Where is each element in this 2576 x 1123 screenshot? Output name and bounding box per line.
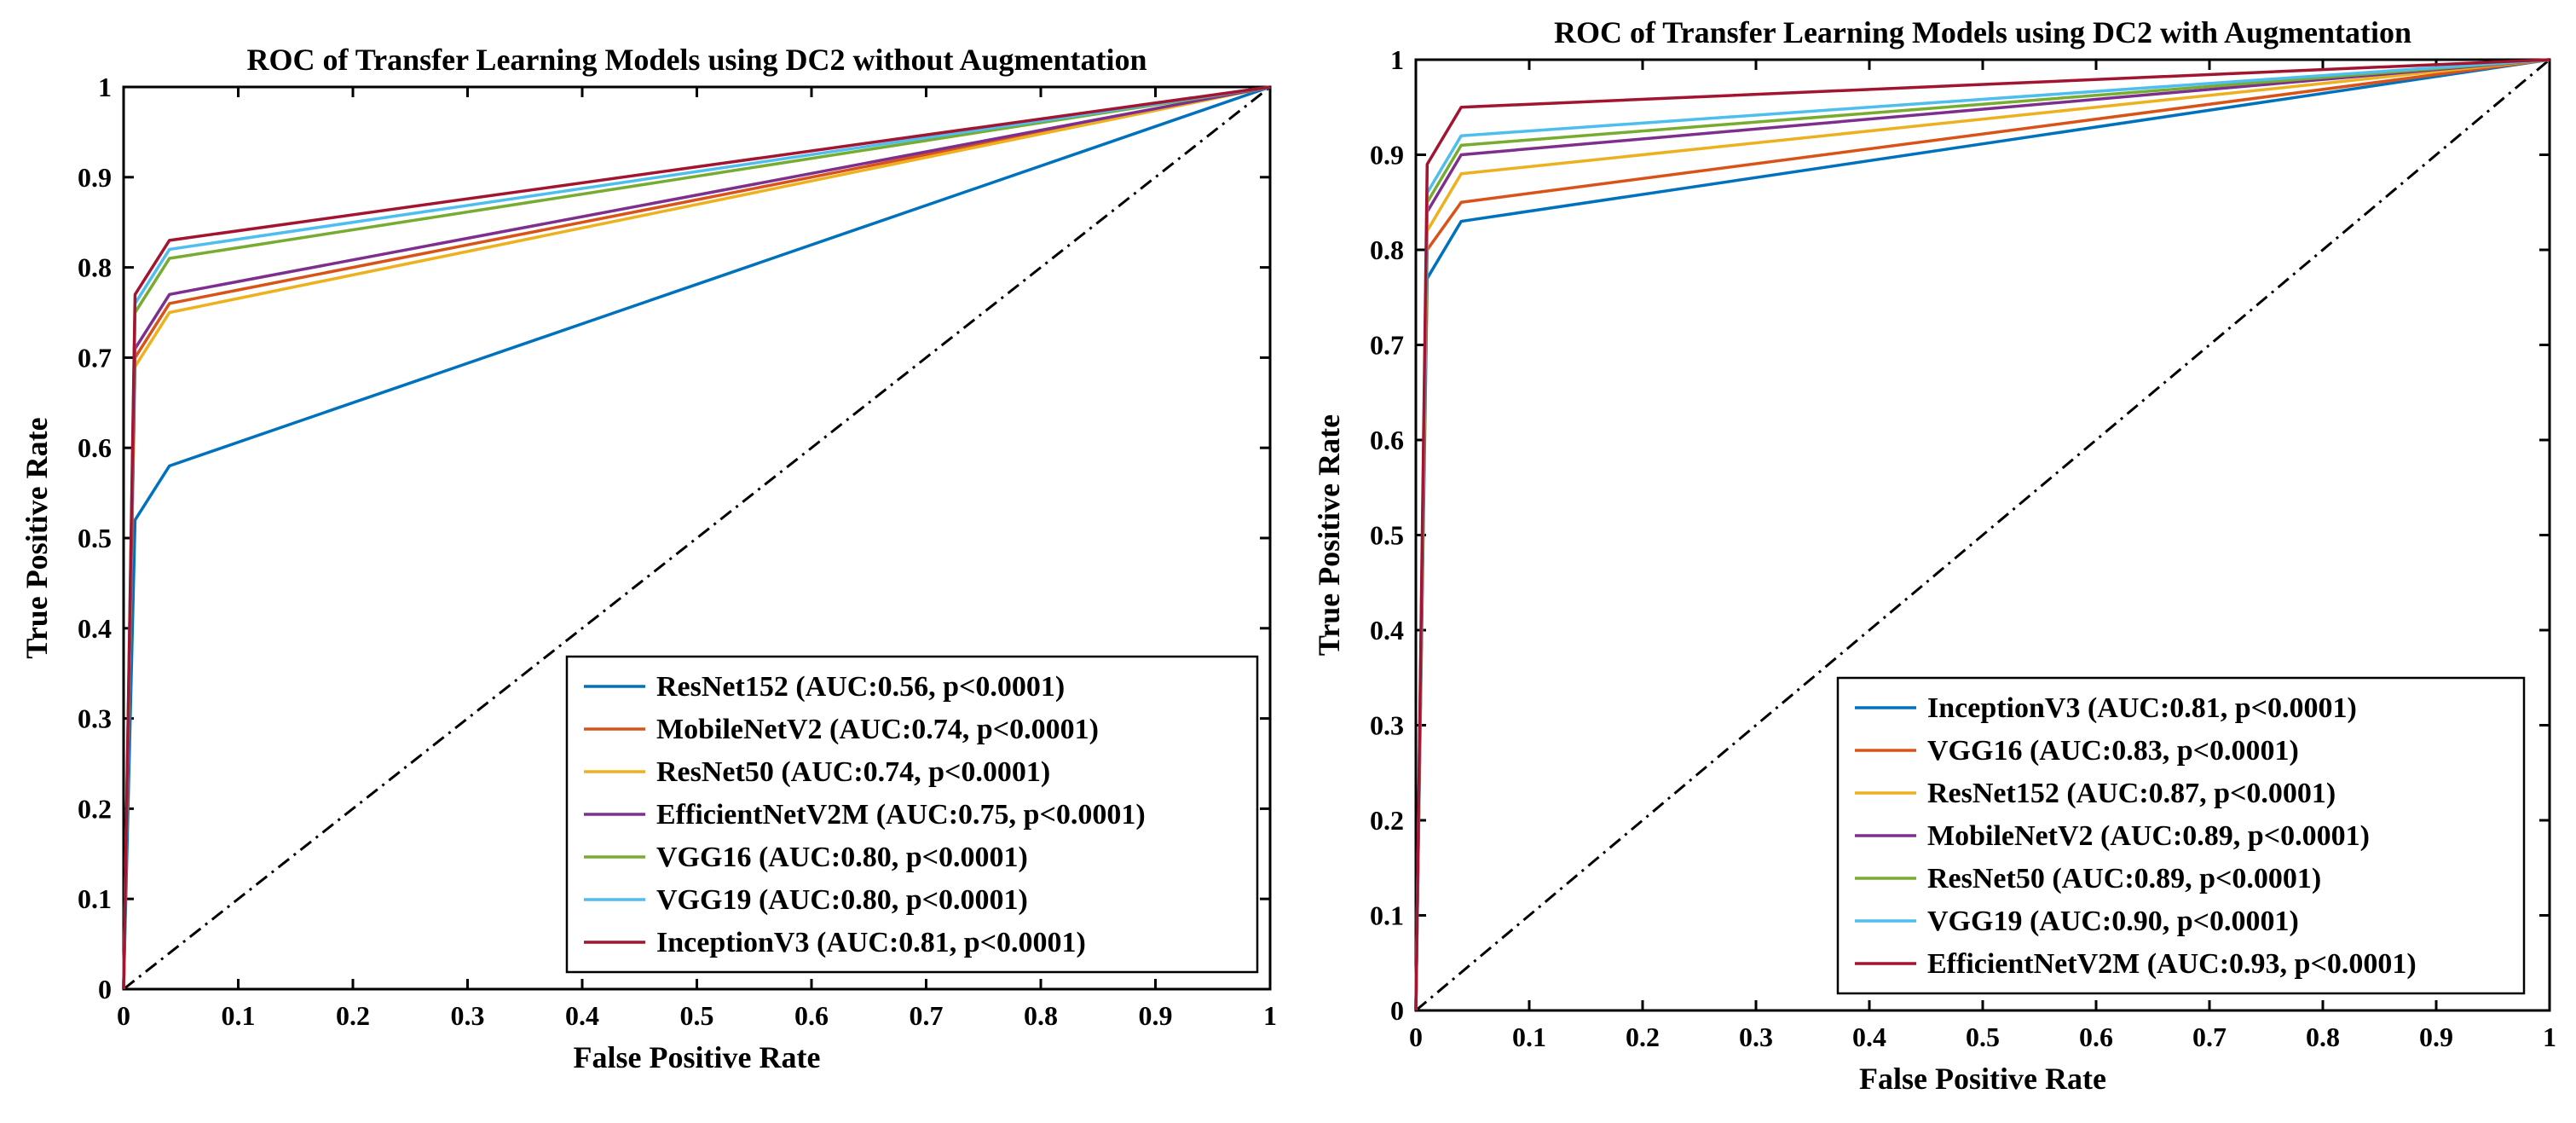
y-tick-label: 0.7 [78,342,112,373]
legend-box [1836,676,2526,995]
chart-title: ROC of Transfer Learning Models using DC… [246,43,1146,77]
x-tick-label: 0.8 [2306,1022,2340,1052]
legend-entry: VGG19 (AUC:0.80, p<0.0001) [656,884,1028,916]
y-tick-label: 1 [1390,44,1404,75]
legend-entry: ResNet50 (AUC:0.89, p<0.0001) [1927,863,2321,894]
y-tick-label: 0.3 [78,703,112,734]
x-tick-label: 0 [117,1000,130,1031]
x-tick-label: 0.1 [222,1000,256,1031]
x-tick-label: 0.9 [1139,1000,1173,1031]
y-tick-label: 0.5 [78,523,112,553]
x-tick-label: 0.6 [794,1000,829,1031]
x-tick-label: 0.6 [2079,1022,2113,1052]
x-tick-label: 0.5 [680,1000,714,1031]
y-tick-label: 0.4 [1370,615,1404,645]
series-line-efficientnetv2m [1414,58,2550,1011]
chance-reference-line [1415,58,2550,1012]
x-tick-label: 0.9 [2419,1022,2453,1052]
y-tick-label: 0.6 [78,432,112,463]
x-axis-label: False Positive Rate [574,1040,821,1074]
y-axis-label: True Positive Rate [1312,414,1346,656]
y-tick-label: 0.9 [1370,140,1404,171]
y-tick-label: 0.1 [1370,900,1404,931]
legend-entry: MobileNetV2 (AUC:0.89, p<0.0001) [1927,820,2370,852]
y-tick-label: 0.3 [1370,710,1404,741]
legend-entry: ResNet152 (AUC:0.87, p<0.0001) [1927,778,2336,809]
roc-chart-with-augmentation: ROC of Transfer Learning Models using DC… [1312,15,2556,1096]
y-tick-label: 0.1 [78,883,112,914]
y-tick-label: 0.9 [78,162,112,193]
y-tick-label: 0.8 [1370,234,1404,265]
y-tick-label: 1 [98,72,112,102]
x-tick-label: 0.4 [1852,1022,1886,1052]
x-tick-label: 1 [2543,1022,2556,1052]
legend-box [565,655,1259,974]
x-tick-label: 0.7 [910,1000,944,1031]
legend-entry: VGG19 (AUC:0.90, p<0.0001) [1927,906,2299,937]
legend-entry: InceptionV3 (AUC:0.81, p<0.0001) [656,927,1086,958]
y-axis-label: True Positive Rate [20,417,54,658]
legend: InceptionV3 (AUC:0.81, p<0.0001) VGG16 (A… [1836,676,2526,995]
legend: ResNet152 (AUC:0.56, p<0.0001) MobileNetV… [565,655,1259,974]
x-axis-label: False Positive Rate [1859,1062,2106,1096]
y-tick-label: 0.2 [78,793,112,824]
legend-entry: MobileNetV2 (AUC:0.74, p<0.0001) [656,714,1099,745]
legend-entry: InceptionV3 (AUC:0.81, p<0.0001) [1927,692,2357,724]
legend-entry: ResNet152 (AUC:0.56, p<0.0001) [656,671,1065,703]
roc-chart-without-augmentation: ROC of Transfer Learning Models using DC… [20,43,1277,1074]
legend-entry: VGG16 (AUC:0.80, p<0.0001) [656,842,1028,873]
y-tick-label: 0.2 [1370,805,1404,836]
x-tick-label: 0.2 [1626,1022,1660,1052]
y-tick-label: 0.7 [1370,330,1404,361]
y-tick-label: 0.4 [78,613,112,644]
legend-entry: EfficientNetV2M (AUC:0.75, p<0.0001) [656,799,1146,831]
x-tick-label: 1 [1263,1000,1277,1031]
chance-reference-line [123,85,1271,991]
x-tick-label: 0.3 [1739,1022,1773,1052]
y-tick-label: 0 [1390,995,1404,1026]
y-tick-label: 0.8 [78,252,112,283]
y-tick-label: 0 [98,974,112,1004]
x-tick-label: 0.8 [1024,1000,1058,1031]
x-tick-label: 0.5 [1966,1022,2000,1052]
series-line-inceptionv3 [122,85,1271,990]
legend-entry: ResNet50 (AUC:0.74, p<0.0001) [656,756,1050,788]
x-tick-label: 0.4 [565,1000,599,1031]
legend-entry: EfficientNetV2M (AUC:0.93, p<0.0001) [1927,948,2417,980]
legend-entry: VGG16 (AUC:0.83, p<0.0001) [1927,735,2299,767]
x-tick-label: 0.7 [2192,1022,2227,1052]
x-tick-label: 0.1 [1512,1022,1546,1052]
chart-title: ROC of Transfer Learning Models using DC… [1554,15,2411,49]
y-tick-label: 0.6 [1370,425,1404,455]
y-tick-label: 0.5 [1370,520,1404,551]
x-tick-label: 0.3 [451,1000,485,1031]
x-tick-label: 0.2 [336,1000,370,1031]
x-tick-label: 0 [1409,1022,1423,1052]
